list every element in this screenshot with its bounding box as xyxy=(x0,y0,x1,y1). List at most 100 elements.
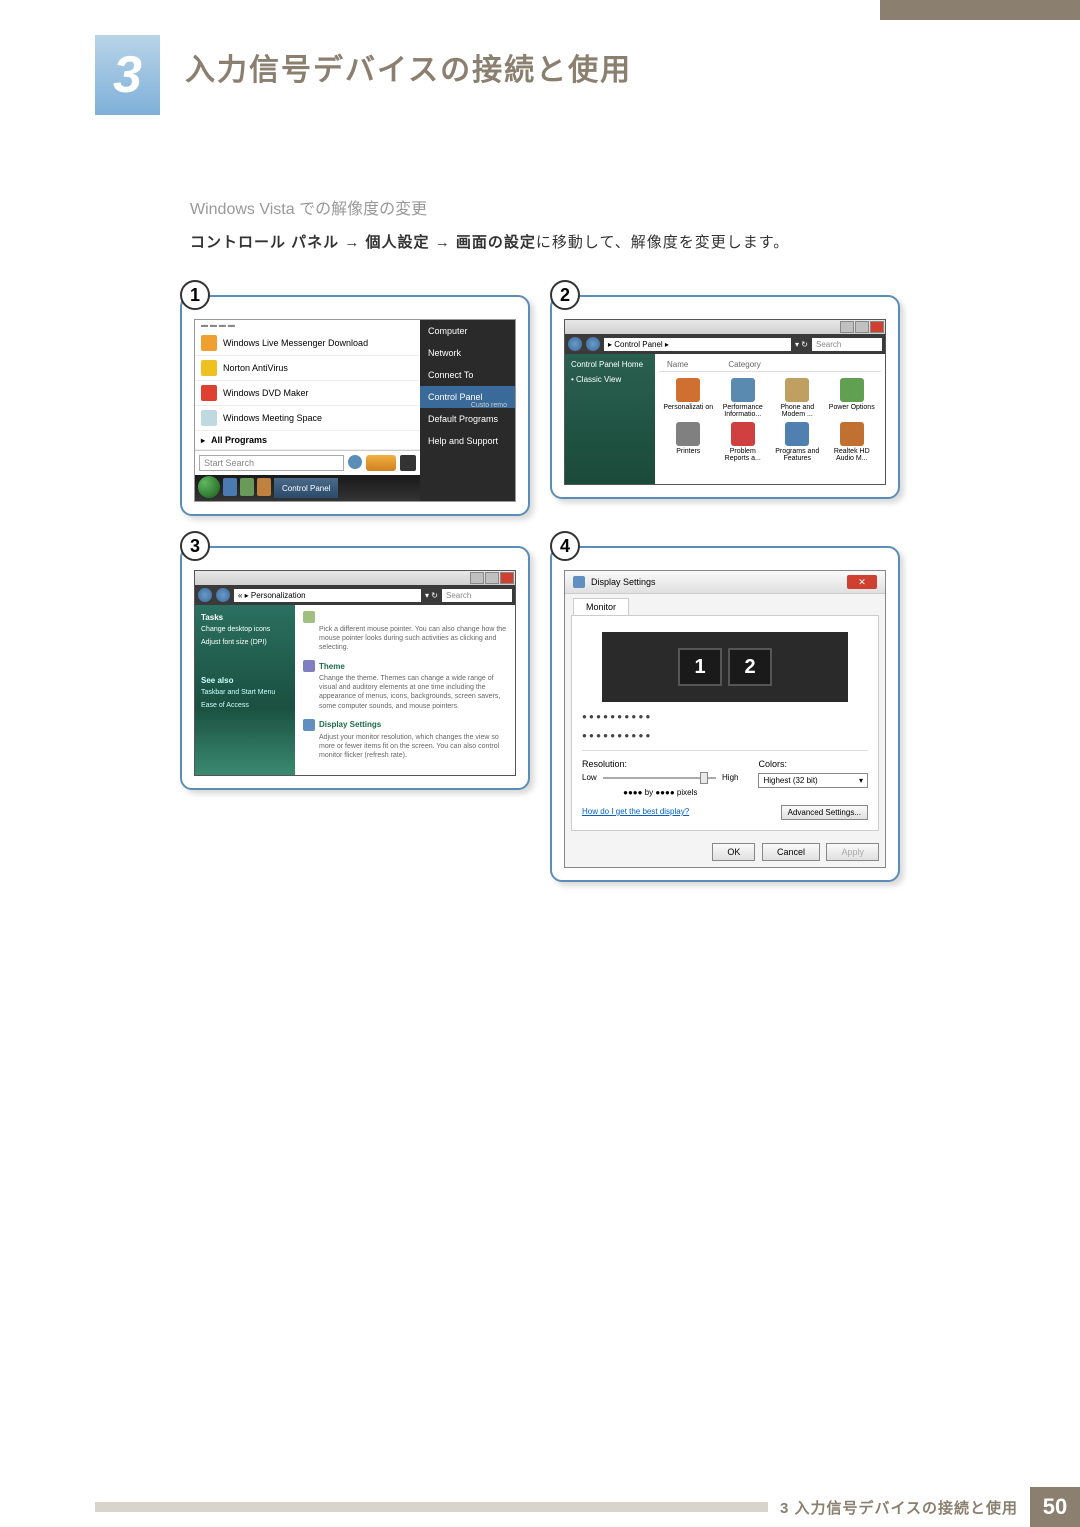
top-accent-bar xyxy=(880,0,1080,20)
nav-back-icon[interactable] xyxy=(198,588,212,602)
ds-panel: 1 2 ● ● ● ● ● ● ● ● ● ● ● ● ● ● ● ● ● ● … xyxy=(571,615,879,831)
ds-title-text: Display Settings xyxy=(591,577,656,587)
cp-icon-item[interactable]: Personalizati on xyxy=(663,378,714,418)
chapter-badge: 3 xyxy=(95,35,160,115)
cp-item-icon xyxy=(840,378,864,402)
cancel-button[interactable]: Cancel xyxy=(762,843,820,861)
start-search-input[interactable] xyxy=(199,455,344,471)
min-icon[interactable] xyxy=(470,572,484,584)
resolution-col: Resolution: Low High ●●●● by ●●●● pixels xyxy=(582,759,738,797)
ds-icon xyxy=(573,576,585,588)
tb-folder-icon[interactable] xyxy=(257,478,271,496)
min-icon[interactable] xyxy=(840,321,854,333)
cp-icon-item[interactable]: Programs and Features xyxy=(772,422,823,462)
sm-item[interactable]: Windows Live Messenger Download xyxy=(195,331,420,356)
instr-b3: 画面の設定 xyxy=(456,234,536,251)
cp-icon-item[interactable]: Phone and Modem ... xyxy=(772,378,823,418)
pz-section[interactable]: ThemeChange the theme. Themes can change… xyxy=(303,660,507,710)
max-icon[interactable] xyxy=(485,572,499,584)
cp-icon-item[interactable]: Power Options xyxy=(827,378,878,418)
cp-item-icon xyxy=(676,378,700,402)
cp-icon-item[interactable]: Realtek HD Audio M... xyxy=(827,422,878,462)
cp-icon-item[interactable]: Printers xyxy=(663,422,714,462)
ds-checkbox-1[interactable]: ● ● ● ● ● ● ● ● ● ● xyxy=(582,712,868,721)
monitor-tab[interactable]: Monitor xyxy=(573,598,629,615)
cp-search-input[interactable]: Search xyxy=(812,338,882,351)
tasks-heading: Tasks xyxy=(201,613,289,622)
sm-item[interactable]: Windows DVD Maker xyxy=(195,381,420,406)
ds-buttons: OK Cancel Apply xyxy=(565,837,885,867)
nav-fwd-icon[interactable] xyxy=(216,588,230,602)
max-icon[interactable] xyxy=(855,321,869,333)
cp-icon-item[interactable]: Problem Reports a... xyxy=(718,422,769,462)
start-menu: ▬ ▬ ▬ ▬ Windows Live Messenger DownloadN… xyxy=(194,319,516,502)
nav-back-icon[interactable] xyxy=(568,337,582,351)
slider-thumb[interactable] xyxy=(700,772,708,784)
monitor-2[interactable]: 2 xyxy=(728,648,772,686)
cp-home-link[interactable]: Control Panel Home xyxy=(571,360,649,369)
pz-search-input[interactable]: Search xyxy=(442,589,512,602)
sm-right-item[interactable]: Control PanelCusto remo xyxy=(420,386,515,408)
cp-item-icon xyxy=(676,422,700,446)
tb-media-icon[interactable] xyxy=(240,478,254,496)
pz-main: Pick a different mouse pointer. You can … xyxy=(295,605,515,775)
sm-right-item[interactable]: Help and Support xyxy=(420,430,515,452)
ok-button[interactable]: OK xyxy=(712,843,755,861)
res-label: Resolution: xyxy=(582,759,738,769)
apply-button[interactable]: Apply xyxy=(826,843,879,861)
close-icon[interactable]: ✕ xyxy=(847,575,877,589)
all-programs[interactable]: ▸All Programs xyxy=(195,431,420,450)
pz-breadcrumb[interactable]: « ▸ Personalization xyxy=(234,589,421,602)
instruction: コントロール パネル → 個人設定 → 画面の設定に移動して、解像度を変更します… xyxy=(190,231,789,252)
sm-right-item[interactable]: Network xyxy=(420,342,515,364)
step-2: 2 ▸ Control Panel ▸ ▾ ↻ Search Control P… xyxy=(550,295,900,516)
pz-also-link[interactable]: Taskbar and Start Menu xyxy=(201,689,289,696)
nav-fwd-icon[interactable] xyxy=(586,337,600,351)
section-icon xyxy=(303,611,315,623)
ds-checkbox-2[interactable]: ● ● ● ● ● ● ● ● ● ● xyxy=(582,731,868,740)
res-slider[interactable]: Low High xyxy=(582,773,738,782)
pz-section[interactable]: Pick a different mouse pointer. You can … xyxy=(303,611,507,652)
monitor-1[interactable]: 1 xyxy=(678,648,722,686)
step-1: 1 ▬ ▬ ▬ ▬ Windows Live Messenger Downloa… xyxy=(180,295,530,516)
colors-select[interactable]: Highest (32 bit)▾ xyxy=(758,773,868,788)
app-icon xyxy=(201,335,217,351)
tb-ie-icon[interactable] xyxy=(223,478,237,496)
personalization-window: « ▸ Personalization ▾ ↻ Search Tasks Cha… xyxy=(194,570,516,776)
tb-control-panel[interactable]: Control Panel xyxy=(274,478,338,498)
cp-item-icon xyxy=(785,422,809,446)
section-icon xyxy=(303,660,315,672)
ds-controls: Resolution: Low High ●●●● by ●●●● pixels… xyxy=(582,750,868,797)
sm-right-item[interactable]: Computer xyxy=(420,320,515,342)
monitor-preview: 1 2 xyxy=(602,632,848,702)
chapter-title: 入力信号デバイスの接続と使用 xyxy=(185,45,632,89)
cp-classic-link[interactable]: • Classic View xyxy=(571,375,649,384)
pz-task[interactable]: Change desktop icons xyxy=(201,626,289,633)
sm-right-item[interactable]: Connect To xyxy=(420,364,515,386)
step-1-frame: ▬ ▬ ▬ ▬ Windows Live Messenger DownloadN… xyxy=(180,295,530,516)
body-text: Windows Vista での解像度の変更 コントロール パネル → 個人設定… xyxy=(190,195,789,252)
pz-task[interactable]: Adjust font size (DPI) xyxy=(201,639,289,646)
close-icon[interactable] xyxy=(870,321,884,333)
sm-right-item[interactable]: Default Programs xyxy=(420,408,515,430)
cp-item-icon xyxy=(731,422,755,446)
colors-label: Colors: xyxy=(758,759,868,769)
pz-section[interactable]: Display SettingsAdjust your monitor reso… xyxy=(303,719,507,760)
pz-also-link[interactable]: Ease of Access xyxy=(201,702,289,709)
sm-item[interactable]: Windows Meeting Space xyxy=(195,406,420,431)
chapter-number: 3 xyxy=(113,45,142,105)
cp-item-icon xyxy=(785,378,809,402)
step-2-frame: ▸ Control Panel ▸ ▾ ↻ Search Control Pan… xyxy=(550,295,900,499)
pz-titlebar xyxy=(195,571,515,585)
lock-button[interactable] xyxy=(400,455,416,471)
advanced-button[interactable]: Advanced Settings... xyxy=(781,805,868,820)
breadcrumb[interactable]: ▸ Control Panel ▸ xyxy=(604,338,791,351)
power-button[interactable] xyxy=(366,455,396,471)
start-orb-icon[interactable] xyxy=(198,476,220,498)
cp-icon-item[interactable]: Performance Informatio... xyxy=(718,378,769,418)
sm-item[interactable]: Norton AntiVirus xyxy=(195,356,420,381)
close-icon[interactable] xyxy=(500,572,514,584)
help-link[interactable]: How do I get the best display? xyxy=(582,807,689,816)
step-3-frame: « ▸ Personalization ▾ ↻ Search Tasks Cha… xyxy=(180,546,530,790)
search-go-icon[interactable] xyxy=(348,455,362,469)
